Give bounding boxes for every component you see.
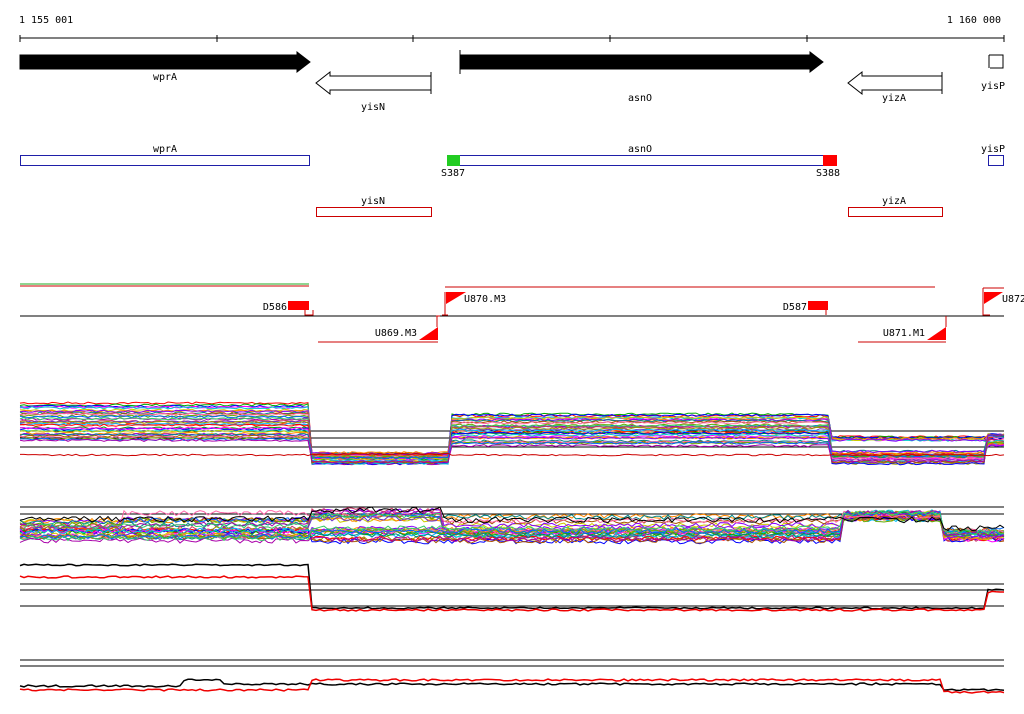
segment-U870-M3-marker [446,292,466,304]
gene-yisN[interactable]: yisN [315,70,432,113]
coordinate-ruler: 1 155 001 1 160 000 [19,15,1005,42]
expression-curve [19,435,1005,460]
expression-curve [19,432,1005,456]
feature-asnO-label: asnO [628,144,652,155]
feature-wprA-label: wprA [153,144,177,155]
ruler-ticks [19,35,1005,42]
segment-U872-label: U872 [1002,294,1024,305]
annotation-genes-track: wprA yisN asnO yizA yisP [19,50,1005,113]
reverse-strand-expression [19,506,1005,545]
feature-yisP-box [988,155,1004,166]
gene-yisN-label: yisN [361,102,385,113]
forward-strand-summary [19,563,1005,612]
coordinate-start-label: 1 155 001 [19,15,73,26]
segment-U871-M1-marker [927,327,946,340]
expression-curve [19,509,1005,544]
feature-asnO-box [447,155,837,166]
gene-yizA[interactable]: yizA [847,70,943,104]
reverse-features-track: yisN yizA [316,196,943,217]
segment-U872-marker [984,292,1003,304]
gene-asnO[interactable]: asnO [459,50,824,104]
expression-curve [19,509,1005,540]
feature-yisP[interactable]: yisP [981,144,1005,166]
forward-features-track: wprA asnO yisP S387 S388 [20,144,1005,179]
expression-curve [19,427,1005,466]
feature-asnO[interactable]: asnO [447,144,837,166]
site-S388-marker [823,155,837,166]
segment-U870-M3[interactable]: U870.M3 [442,292,506,316]
feature-wprA-box [20,155,310,166]
segment-U870-M3-label: U870.M3 [464,294,506,305]
feature-yisN-box [316,207,432,217]
segmentation-track: D586 D587 U869.M3 U870.M3 U871.M1 U872 [20,283,1024,343]
gene-asnO-arrow [459,50,824,74]
feature-yisN-label: yisN [361,196,385,207]
gene-yisP-arrow [988,54,1004,69]
gene-wprA-arrow [19,50,311,74]
segment-D586[interactable]: D586 [263,301,314,316]
expression-curve [19,510,1005,542]
feature-wprA[interactable]: wprA [20,144,310,166]
expression-curve [19,515,1005,545]
site-S387-label: S387 [441,168,465,179]
feature-yisN[interactable]: yisN [316,196,432,217]
expression-curve [19,512,1005,540]
segment-U872[interactable]: U872 [982,287,1024,316]
summary-curve [19,575,1004,612]
reverse-strand-summary [19,659,1005,694]
feature-yizA-box [848,207,943,217]
expression-curve [19,409,1005,465]
site-S388[interactable]: S388 [816,155,840,179]
segment-D587[interactable]: D587 [783,301,828,315]
gene-yizA-label: yizA [882,93,906,104]
gene-wprA[interactable]: wprA [19,50,311,83]
segment-U869-M3-label: U869.M3 [375,328,417,339]
segment-U869-M3[interactable]: U869.M3 [375,315,440,340]
segment-D587-label: D587 [783,302,807,313]
gene-yisP[interactable]: yisP [981,54,1005,92]
forward-strand-expression [19,401,1005,466]
feature-yisP-label: yisP [981,144,1005,155]
expression-curve [20,452,1005,457]
segment-D587-marker [808,301,828,310]
expression-curve [19,408,1005,464]
gene-yizA-arrow [847,70,943,96]
summary-curve [19,563,1005,610]
coordinate-end-label: 1 160 000 [947,15,1001,26]
segment-U871-M1[interactable]: U871.M1 [883,316,947,340]
summary-curve [19,678,1005,694]
gene-wprA-label: wprA [153,72,177,83]
segment-U869-M3-marker [419,327,438,340]
expression-curve [19,506,1005,532]
gene-yisP-label: yisP [981,81,1005,92]
site-S387[interactable]: S387 [441,155,465,179]
feature-yizA-label: yizA [882,196,906,207]
expression-curve [19,420,1005,465]
expression-curve [19,514,1005,544]
segment-U871-M1-label: U871.M1 [883,328,925,339]
expression-curve [19,434,1005,464]
gene-asnO-label: asnO [628,93,652,104]
gene-yisN-arrow [315,70,432,96]
site-S388-label: S388 [816,168,840,179]
site-S387-marker [447,155,460,166]
summary-curve [19,678,1005,692]
feature-yizA[interactable]: yizA [848,196,943,217]
segment-D586-marker [288,301,309,310]
segment-D586-label: D586 [263,302,287,313]
